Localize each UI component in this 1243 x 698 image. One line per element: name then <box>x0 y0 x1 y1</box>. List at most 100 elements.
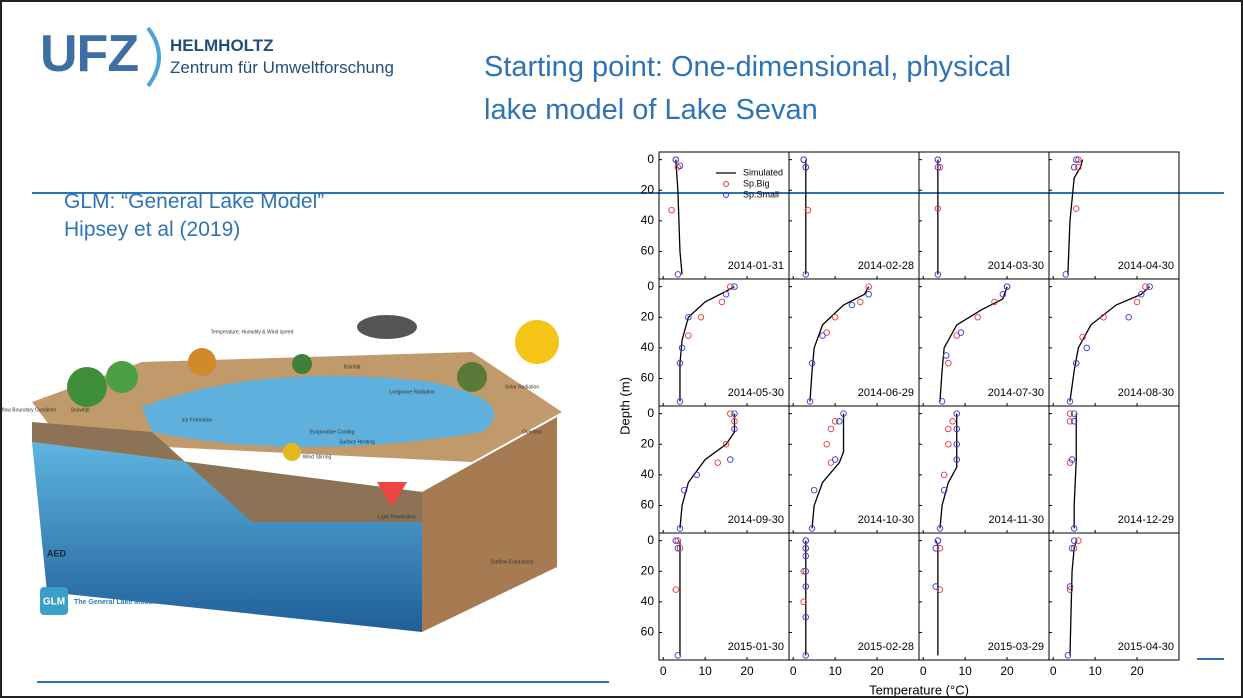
observation-point <box>1125 314 1132 321</box>
observation-point <box>945 441 952 448</box>
simulated-line <box>939 286 1008 402</box>
panel-date: 2014-10-30 <box>858 514 914 526</box>
cloud <box>357 315 417 339</box>
observation-point <box>672 537 680 544</box>
observation-point <box>1070 410 1078 417</box>
slide-title: Starting point: One-dimensional, physica… <box>484 51 1012 126</box>
observation-point <box>680 486 688 494</box>
observation-point <box>999 291 1007 298</box>
observation-point <box>1068 456 1076 463</box>
observation-point <box>934 537 942 544</box>
observation-point <box>685 332 692 339</box>
observation-point <box>953 441 960 448</box>
y-tick-label: 60 <box>641 498 655 512</box>
observation-point <box>1142 283 1149 290</box>
x-tick-label: 10 <box>828 664 842 678</box>
panel-date: 2014-05-30 <box>728 387 784 399</box>
observation-point <box>802 613 810 621</box>
observation-point <box>949 418 956 425</box>
panel-date: 2015-03-29 <box>988 641 1044 653</box>
observation-point <box>714 459 721 466</box>
credit: AED <box>47 548 67 558</box>
observation-point <box>827 459 835 466</box>
observation-point <box>934 164 942 171</box>
observation-point <box>953 332 960 339</box>
illustration-label: Overflow <box>522 429 542 435</box>
observation-point <box>940 486 948 494</box>
illustration-label: Light Penetration <box>378 514 416 520</box>
light-arrow <box>377 482 407 507</box>
observation-point <box>1066 398 1074 405</box>
observation-point <box>722 441 730 448</box>
glm-logo-text: GLM <box>43 597 65 608</box>
observation-point <box>836 418 843 425</box>
footer-rule <box>1197 658 1224 660</box>
observation-point <box>678 344 686 352</box>
y-tick-label: 60 <box>641 244 655 258</box>
simulated-line <box>935 540 939 656</box>
observation-point <box>804 206 812 214</box>
panel-date: 2014-02-28 <box>858 260 914 272</box>
observation-point <box>827 425 835 433</box>
observation-point <box>693 471 700 479</box>
observation-point <box>676 545 684 552</box>
observation-point <box>676 359 684 367</box>
body-text: GLM: “General Lake Model” <box>64 190 325 213</box>
y-tick-label: 0 <box>647 152 654 166</box>
illustration-label: Evaporative Cooling <box>310 429 355 435</box>
observation-point <box>945 359 952 367</box>
simulated-line <box>1069 286 1151 402</box>
panel-date: 2014-12-29 <box>1118 514 1174 526</box>
observation-point <box>731 425 738 433</box>
observation-point <box>674 652 682 659</box>
observation-point <box>943 352 950 359</box>
observation-point <box>1100 314 1107 321</box>
observation-point <box>1066 586 1074 593</box>
observation-point <box>1066 418 1074 425</box>
observation-point <box>802 583 810 590</box>
sun <box>515 320 559 364</box>
observation-point <box>1062 271 1070 278</box>
observation-point <box>934 156 942 163</box>
x-tick-label: 20 <box>1130 664 1144 678</box>
observation-point <box>674 545 682 552</box>
observation-point <box>808 359 816 367</box>
observation-point <box>1070 537 1078 544</box>
observation-point <box>731 418 738 425</box>
observation-point <box>802 537 810 544</box>
panel-frame <box>1048 532 1180 661</box>
soil-side <box>422 417 557 632</box>
simulated-line <box>1067 159 1084 275</box>
observation-point <box>802 271 810 278</box>
tree <box>67 367 107 407</box>
header-rule <box>32 192 1224 194</box>
illustration-label: Surface Heating <box>339 439 375 445</box>
y-tick-label: 40 <box>641 594 655 608</box>
observation-point <box>697 314 705 321</box>
footer-rule <box>37 681 609 683</box>
observation-point <box>974 314 981 321</box>
panel-date: 2015-02-28 <box>858 641 914 653</box>
illustration-label: Snowfall <box>71 407 90 413</box>
tree <box>188 348 216 376</box>
x-tick-label: 20 <box>1000 664 1014 678</box>
x-tick-label: 0 <box>660 664 667 678</box>
logo-mark: UFZ <box>40 25 139 83</box>
lake-surface <box>142 375 495 447</box>
observation-point <box>1133 298 1141 306</box>
observation-point <box>810 486 818 494</box>
observation-point <box>718 298 726 306</box>
panel-date: 2014-06-29 <box>858 387 914 399</box>
y-tick-label: 20 <box>641 436 655 450</box>
observation-point <box>802 568 810 575</box>
observation-point <box>938 398 946 405</box>
panel-date: 2014-09-30 <box>728 514 784 526</box>
observation-point <box>857 298 864 306</box>
observation-point <box>1070 164 1078 171</box>
x-tick-label: 20 <box>870 664 884 678</box>
observation-point <box>676 162 684 170</box>
x-axis-title: Temperature (°C) <box>869 682 969 697</box>
logo-arc <box>146 26 161 88</box>
observation-point <box>676 398 684 405</box>
y-tick-label: 20 <box>641 182 655 196</box>
